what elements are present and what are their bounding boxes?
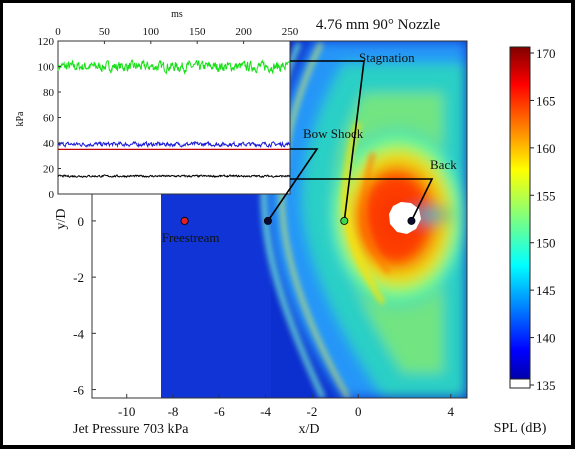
inset-series-line	[57, 174, 291, 179]
map-x-tick-label: 4	[448, 404, 455, 419]
footer-jet-pressure: Jet Pressure 703 kPa	[73, 422, 189, 437]
inset-series-line	[57, 140, 291, 148]
inset-y-tick-label: 60	[43, 113, 55, 125]
sensor-label: Back	[430, 157, 457, 172]
sensor-label: Freestream	[162, 230, 220, 245]
model-body	[389, 202, 421, 234]
map-y-tick-label: 0	[78, 214, 85, 229]
map-y-ticks: 0 -2 -4 -6	[73, 214, 96, 398]
inset-y-tick-label: 40	[43, 138, 55, 150]
colorbar-white-tail	[509, 378, 531, 389]
chart-title: 4.76 mm 90° Nozzle	[316, 17, 441, 33]
sensor-annotations: Freestream Bow Shock Stagnation Back	[162, 50, 458, 245]
map-x-ticks: -10 -8 -6 -4 -2 0 4	[118, 394, 455, 419]
map-x-tick-label: -10	[118, 404, 135, 419]
colorbar-tick-label: 155	[536, 188, 556, 203]
map-y-tick-label: -4	[73, 326, 84, 341]
inset-y-tick-label: 80	[43, 87, 55, 99]
map-x-tick-label: -2	[306, 404, 317, 419]
inset-x-tick-label: 250	[282, 26, 299, 38]
colorbar-tick-label: 140	[536, 331, 556, 346]
inset-x-tick-label: 0	[55, 26, 61, 38]
sensor-marker	[340, 216, 349, 225]
colorbar-tick-label: 165	[536, 93, 556, 108]
colorbar-tick-label: 145	[536, 283, 556, 298]
sensor-marker	[263, 216, 272, 225]
colorbar-tick-label: 150	[536, 236, 556, 251]
colorbar-gradient	[509, 46, 531, 389]
map-x-tick-label: -8	[168, 404, 179, 419]
map-y-tick-label: -6	[73, 383, 84, 398]
colorbar-label: SPL (dB)	[494, 421, 547, 436]
sensor-marker	[407, 216, 416, 225]
inset-y-tick-label: 0	[49, 189, 55, 201]
map-y-label: y/D	[54, 209, 69, 230]
map-x-tick-label: -6	[214, 404, 225, 419]
inset-x-label: ms	[171, 9, 183, 20]
map-x-tick-label: -4	[260, 404, 271, 419]
colorbar-tick-label: 160	[536, 141, 556, 156]
colorbar-tick-label: 135	[536, 378, 556, 393]
inset-y-tick-label: 20	[43, 164, 55, 176]
inset-y-label: kPa	[15, 111, 26, 127]
map-x-tick-label: 0	[355, 404, 362, 419]
inset-series-line	[57, 58, 291, 76]
colorbar: 170 165 160 155 150 145 140 135 SPL (dB)	[494, 46, 556, 436]
map-y-tick-label: -2	[73, 270, 84, 285]
colorbar-tick-label: 170	[536, 46, 556, 61]
inset-x-tick-label: 100	[143, 26, 160, 38]
inset-x-tick-label: 150	[189, 26, 206, 38]
map-x-label: x/D	[299, 422, 320, 437]
sensor-leader-line	[290, 60, 365, 222]
inset-y-tick-label: 100	[38, 62, 55, 74]
inset-axes-frame	[57, 40, 291, 195]
inset-y-tick-label: 120	[38, 36, 55, 48]
sensor-marker	[180, 216, 189, 225]
figure-panel: 170 165 160 155 150 145 140 135 SPL (dB) -10 -8-…	[3, 3, 571, 445]
inset-x-tick-label: 200	[235, 26, 252, 38]
sensor-label: Bow Shock	[303, 126, 364, 141]
sensor-label: Stagnation	[359, 50, 415, 65]
inset-x-tick-label: 50	[99, 26, 111, 38]
sensor-leader-line	[290, 178, 434, 222]
sensor-leader-line	[267, 148, 319, 222]
